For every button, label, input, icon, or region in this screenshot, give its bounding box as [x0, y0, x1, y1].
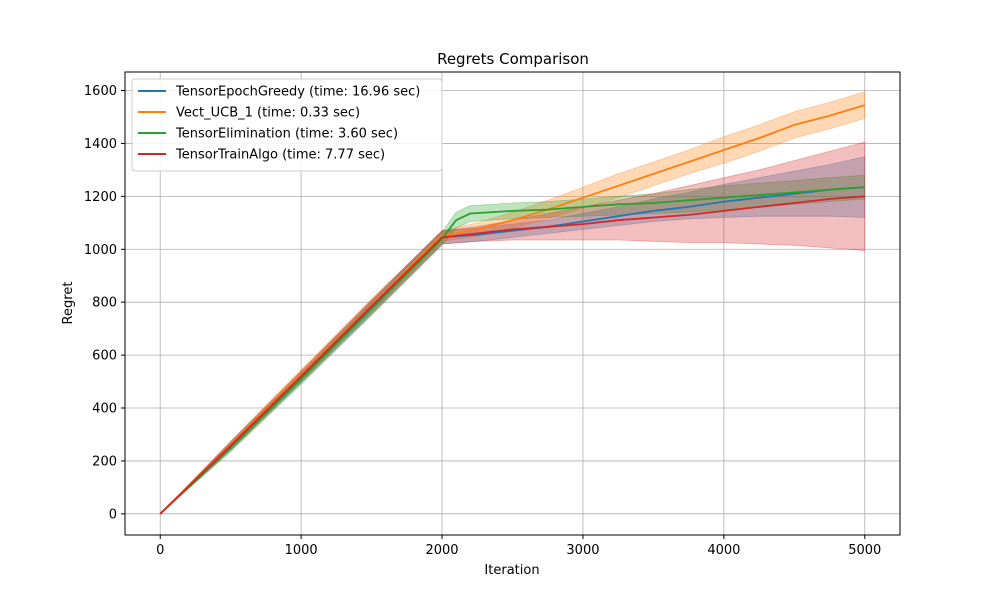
legend-label-2: TensorElimination (time: 3.60 sec): [175, 127, 398, 142]
y-tick-label: 1400: [84, 137, 117, 152]
series-line-2: [159, 186, 865, 515]
y-tick-label: 200: [92, 454, 117, 469]
y-tick-label: 1600: [84, 84, 117, 99]
legend: TensorEpochGreedy (time: 16.96 sec) Vect_…: [131, 78, 443, 172]
series-line-1: [159, 104, 866, 515]
series-line-0: [159, 186, 865, 515]
legend-box: [131, 78, 443, 172]
y-axis-label: Regret: [61, 282, 76, 325]
series-line-3: [159, 195, 865, 515]
y-tick-label: 1200: [84, 190, 117, 205]
chart-title: Regrets Comparison: [437, 50, 589, 68]
series-lines: [159, 104, 866, 515]
legend-label-0: TensorEpochGreedy (time: 16.96 sec): [175, 85, 420, 100]
x-tick-label: 5000: [848, 543, 881, 558]
x-tick-label: 0: [156, 543, 164, 558]
x-tick-label: 4000: [707, 543, 740, 558]
y-tick-label: 0: [109, 507, 117, 522]
x-tick-label: 3000: [566, 543, 599, 558]
x-axis-ticks: 0 1000 2000 3000 4000 5000: [156, 535, 881, 558]
legend-label-1: Vect_UCB_1 (time: 0.33 sec): [176, 106, 360, 121]
y-axis-ticks: 0 200 400 600 800 1000 1200 1400 1600: [84, 84, 125, 522]
legend-label-3: TensorTrainAlgo (time: 7.77 sec): [175, 148, 385, 163]
x-axis-label: Iteration: [484, 563, 539, 578]
y-tick-label: 800: [92, 296, 117, 311]
y-tick-label: 400: [92, 402, 117, 417]
x-tick-label: 1000: [285, 543, 318, 558]
y-tick-label: 1000: [84, 243, 117, 258]
plot-frame: [124, 71, 901, 536]
x-tick-label: 2000: [425, 543, 458, 558]
y-tick-label: 600: [92, 349, 117, 364]
